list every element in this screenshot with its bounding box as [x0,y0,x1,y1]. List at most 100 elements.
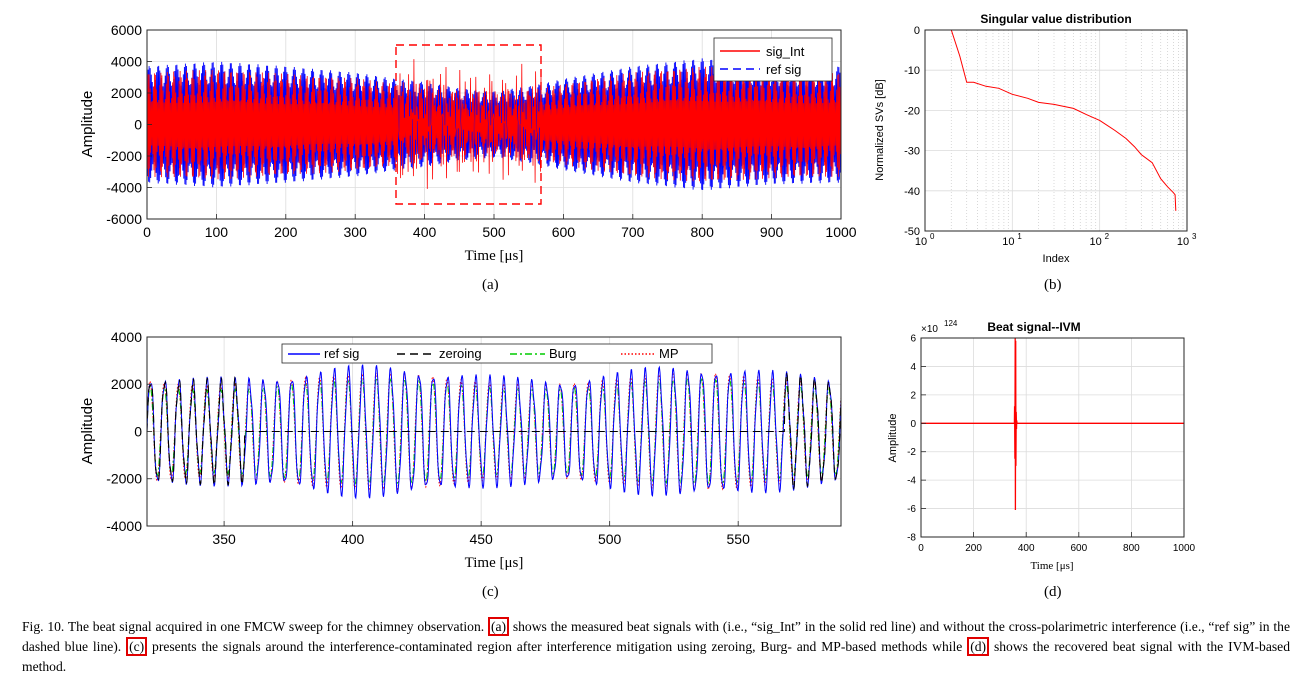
tick-label-y: -4 [907,476,916,487]
tick-label-x: 0 [918,543,924,554]
tick-label-x: 900 [760,224,784,240]
tick-label-y: 2000 [111,85,142,101]
tick-label-x: 1000 [1173,543,1196,554]
series-zeroing [146,372,842,490]
legend-burg-label: Burg [549,346,576,361]
tick-label-x: 500 [598,531,622,547]
tick-label-y: 6000 [111,22,142,38]
legend-mp-label: MP [659,346,679,361]
panel-b-axes-box [924,29,1188,232]
tick-label-x: 100 [205,224,229,240]
legend-ref-sig-label: ref sig [766,62,801,77]
tick-label-y: -6000 [106,211,142,227]
tick-label-x: 800 [691,224,715,240]
caption-ref-d-link[interactable]: (d) [967,637,990,656]
tick-label-y: -2 [907,447,916,458]
panel-d-exponent: 124 [944,319,958,328]
caption-part3: shows the recovered beat signal with the… [22,639,1290,674]
tick-label-x: 10 [1177,236,1189,248]
panel-d-ylabel: Amplitude [887,414,899,463]
tick-label-x: 10 [1090,236,1102,248]
caption-ref-a-link[interactable]: (a) [487,617,510,636]
tick-label-x: 400 [413,224,437,240]
legend-sig-int-label: sig_Int [766,44,805,59]
panel-b-title: Singular value distribution [980,12,1131,26]
panel-b-chart: 10 0 10 1 10 2 10 30-10-20-30-40-50 Singular va… [874,12,1197,265]
figure-10: 0 100 200 300 400 500 600 700 800 900 100060004000… [79,12,1197,572]
sublabel-d: (d) [1044,584,1062,600]
panel-c-xlabel: Time [μs] [465,555,524,571]
tick-label-y: -2000 [106,148,142,164]
tick-label-x-exponent: 0 [930,232,935,241]
tick-label-x: 0 [143,224,151,240]
tick-label-x: 800 [1123,543,1140,554]
panel-a-chart: 0 100 200 300 400 500 600 700 800 900 1000 6000 4000… [79,22,857,264]
tick-label-y: 4000 [111,329,142,345]
tick-label-x: 300 [344,224,368,240]
tick-label-x: 10 [1002,236,1014,248]
tick-label-y: 2000 [111,376,142,392]
tick-label-y: -20 [904,105,920,117]
tick-label-x: 600 [552,224,576,240]
panel-d-chart: 0 200 400 600 800 1000 6 4 2 0 -2 -4 -6 -8 Beat signa… [887,319,1196,572]
tick-label-y: -2000 [106,471,142,487]
legend-ref-sig-label-c: ref sig [324,346,359,361]
panel-c-ylabel: Amplitude [79,398,96,465]
tick-label-y: -4000 [106,518,142,534]
panel-d-title: Beat signal--IVM [987,320,1080,334]
figure-caption: Fig. 10. The beat signal acquired in one… [22,617,1290,677]
series-ivm [921,337,1184,511]
tick-label-x: 450 [469,531,493,547]
caption-ref-c-link[interactable]: (c) [126,637,148,656]
panel-c-legend: ref sig zeroing Burg MP [281,343,713,364]
panel-d-axes-box [920,337,1185,538]
tick-label-y: 0 [910,419,916,430]
tick-label-y: -10 [904,65,920,77]
sublabel-c: (c) [482,584,499,600]
panel-c-chart: 350 400 450 500 550 4000 2000 0 -2000 -4000 ref s… [79,329,842,571]
tick-label-x: 500 [482,224,506,240]
interference-region-box [395,44,542,205]
tick-label-x: 550 [727,531,751,547]
caption-part1: shows the measured beat signals with (i.… [22,619,1290,654]
tick-label-x-exponent: 1 [1017,232,1022,241]
tick-label-y: 2 [910,390,916,401]
tick-label-x-exponent: 3 [1192,232,1197,241]
tick-label-y: 4 [910,362,916,373]
caption-prefix: Fig. 10. The beat signal acquired in one… [22,619,488,634]
panel-a-ylabel: Amplitude [79,91,96,158]
panel-a-xlabel: Time [μs] [465,248,524,264]
sublabel-b: (b) [1044,277,1062,293]
sublabel-a: (a) [482,277,499,293]
tick-label-x: 400 [341,531,365,547]
tick-label-y: 6 [910,334,916,345]
tick-label-y: -6 [907,504,916,515]
tick-label-y: -40 [904,186,920,198]
panel-b-xlabel: Index [1043,253,1070,265]
tick-label-y: 4000 [111,53,142,69]
panel-d-xlabel: Time [μs] [1030,560,1073,572]
series-ref-sig-c [146,364,842,500]
legend-zeroing-label: zeroing [439,346,482,361]
tick-label-x: 10 [915,236,927,248]
tick-label-x: 200 [274,224,298,240]
tick-label-x: 200 [965,543,982,554]
panel-b-ylabel: Normalized SVs [dB] [874,79,886,180]
series-sig-int [146,59,842,189]
tick-label-x: 400 [1018,543,1035,554]
tick-label-y: 0 [914,25,920,37]
caption-part2: presents the signals around the interfer… [147,639,968,654]
tick-label-y: -30 [904,146,920,158]
tick-label-y: 0 [134,116,142,132]
tick-label-y: -4000 [106,179,142,195]
tick-label-y: -50 [904,226,920,238]
series-singular-values [925,29,1177,211]
tick-label-x: 700 [621,224,645,240]
tick-label-x: 1000 [825,224,856,240]
panel-a-legend: sig_Int ref sig [713,37,833,82]
tick-label-y: -8 [907,533,916,544]
tick-label-x: 600 [1070,543,1087,554]
tick-label-x: 350 [212,531,236,547]
tick-label-x-exponent: 2 [1105,232,1110,241]
panel-d-exponent-base: ×10 [921,324,938,335]
